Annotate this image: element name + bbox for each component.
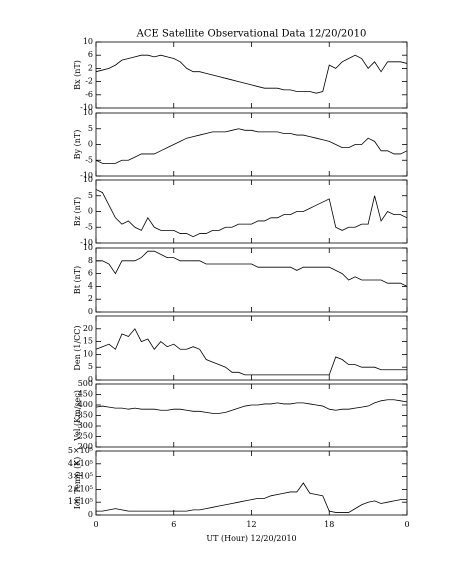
y-tick-label: 2: [88, 294, 93, 303]
y-tick-label: 400: [78, 400, 93, 409]
y-tick-label: 0: [88, 207, 93, 216]
y-tick-label: -2: [85, 77, 93, 86]
data-line: [95, 399, 408, 414]
y-tick-label: 4: [88, 281, 93, 290]
y-axis-label: Ion Temp (K): [73, 457, 82, 510]
y-tick-label: 5×10⁵: [68, 446, 93, 455]
y-tick-label: 300: [78, 421, 93, 430]
y-tick-label: 500: [78, 379, 93, 388]
y-tick-label: -10: [80, 171, 93, 180]
y-tick-label: 10: [83, 243, 93, 252]
x-tick-label: 18: [324, 520, 334, 529]
y-tick-label: 8: [88, 256, 93, 265]
y-tick-label: -5: [85, 222, 93, 231]
y-tick-label: 10: [83, 108, 93, 117]
panel-frame: [95, 383, 408, 448]
y-tick-label: 4×10⁵: [68, 459, 93, 468]
y-tick-label: 0: [88, 140, 93, 149]
data-line: [95, 54, 408, 94]
data-line: [96, 250, 408, 287]
data-line: [95, 189, 408, 238]
y-axis-label: Den (1/CC): [73, 325, 82, 370]
panel-frame: [95, 179, 408, 244]
y-tick-label: -5: [85, 155, 93, 164]
y-tick-label: 350: [78, 411, 93, 420]
y-tick-label: 6: [88, 269, 93, 278]
y-tick-label: 5: [88, 191, 93, 200]
panel-frame: [95, 247, 408, 313]
data-line: [95, 128, 408, 164]
x-tick-label: 0: [93, 520, 98, 529]
y-tick-label: 200: [78, 442, 93, 451]
y-tick-label: 10: [83, 175, 93, 184]
data-line: [95, 328, 407, 376]
y-tick-label: 10: [83, 37, 93, 46]
panel-frame: [95, 315, 408, 381]
y-tick-label: 5: [88, 362, 93, 371]
y-tick-label: -10: [80, 238, 93, 247]
y-tick-label: 15: [83, 337, 93, 346]
y-axis-label: Bx (nT): [73, 60, 82, 90]
y-tick-label: 5: [88, 124, 93, 133]
y-tick-label: 1×10⁵: [68, 497, 93, 506]
y-tick-label: 20: [83, 324, 93, 333]
x-axis-label: UT (Hour) 12/20/2010: [206, 534, 296, 543]
data-line: [96, 482, 407, 513]
y-tick-label: 450: [78, 390, 93, 399]
y-tick-label: 3×10⁵: [68, 472, 93, 481]
y-axis-label: By (nT): [73, 130, 82, 160]
y-tick-label: -6: [85, 90, 93, 99]
y-tick-label: 0: [88, 375, 93, 384]
y-axis-label: Vel (Km/sec): [73, 390, 82, 442]
y-tick-label: 2×10⁵: [68, 484, 93, 493]
y-tick-label: 0: [88, 307, 93, 316]
panel-frame: [95, 41, 408, 109]
y-tick-label: 250: [78, 432, 93, 441]
y-tick-label: 10: [83, 349, 93, 358]
chart-title: ACE Satellite Observational Data 12/20/2…: [136, 29, 367, 40]
y-tick-label: 0: [88, 510, 93, 519]
x-tick-label: 6: [171, 520, 176, 529]
y-axis-label: Bz (nT): [73, 197, 82, 226]
y-tick-label: -10: [80, 103, 93, 112]
x-tick-label: 12: [246, 520, 256, 529]
y-tick-label: 6: [88, 50, 93, 59]
x-tick-label: 0: [404, 520, 409, 529]
y-axis-label: Bt (nT): [73, 266, 82, 294]
y-tick-label: 2: [88, 63, 93, 72]
